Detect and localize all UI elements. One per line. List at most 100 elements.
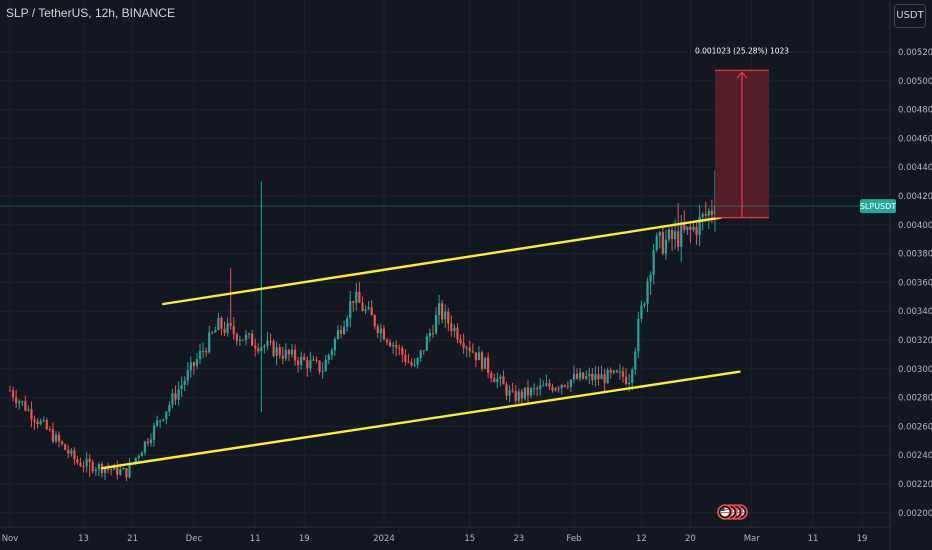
currency-button[interactable]: USDT [894,4,926,28]
candle-body [8,390,12,392]
candle-body [266,341,269,347]
candle-body [342,326,346,334]
candle-body [257,348,260,352]
candle-body [704,214,707,216]
time-tick-label: 15 [464,534,475,544]
candle-body [143,441,146,453]
economic-events[interactable] [717,504,748,520]
symbol-title[interactable]: SLP / TetherUS, 12h, BINANCE [6,6,175,20]
candle-body [572,373,576,380]
candle-body [637,318,640,352]
candle-body [125,468,128,478]
candle-body [465,347,468,349]
candle-body [358,291,361,303]
candle-body [251,333,254,346]
candle-body [110,469,113,471]
candle-body [450,323,453,332]
candle-body [281,355,284,359]
candle-body [569,379,572,387]
candle-body [444,311,447,320]
candle-body [205,350,208,353]
candle-body [496,378,499,383]
time-tick-label: 19 [857,534,868,544]
candle-body [290,349,294,355]
candle-body [235,334,238,342]
candle-body [468,347,471,352]
trendlines[interactable] [100,216,741,470]
time-axis[interactable]: Nov 13 21 Dec 11 19 2024 15 23 Feb 12 20 Mar 11 19 [2,534,868,544]
candle-body [557,388,560,390]
upper-channel-trendline[interactable] [162,216,723,306]
candle-body [474,352,477,361]
candle-body [327,354,330,360]
time-tick-label: 11 [808,534,819,544]
candle-body [428,332,432,337]
candle-body [223,328,226,333]
candle-body [542,385,545,387]
candle-body [425,336,428,351]
candle-body [545,383,548,386]
candle-body [392,344,395,347]
candle-body [39,420,42,424]
time-tick-label: Nov [2,534,19,544]
candle-body [140,452,143,457]
time-tick-label: 21 [127,534,138,544]
candle-body [263,346,266,348]
candle-body [330,350,333,355]
candle-body [54,434,58,442]
candle-body [272,341,275,357]
candle-body [116,465,119,475]
us-flag-event-icon[interactable] [717,504,733,520]
candle-body [21,401,24,403]
candle-body [490,372,493,379]
candle-body [533,388,536,390]
candle-body [624,376,628,384]
candle-body [241,339,245,341]
candle-body [134,457,137,463]
candle-body [453,327,456,332]
candle-body [57,434,61,442]
time-tick-label: Feb [566,534,581,544]
candle-body [42,420,45,422]
candle-body [376,326,379,333]
lower-channel-trendline[interactable] [100,370,741,470]
candle-body [615,370,618,373]
candle-body [658,232,661,236]
time-tick-label: 23 [513,534,524,544]
candle-body [628,383,631,385]
candle-body [211,332,214,334]
candle-body [560,384,563,389]
candle-body [361,302,364,311]
candle-body [220,317,223,329]
candle-body [321,371,324,373]
candle-body [416,358,419,365]
candle-body [631,369,634,384]
candle-body [30,409,33,420]
candle-body [674,231,677,239]
candle-body [447,311,450,324]
candle-body [689,226,692,230]
time-tick-label: 2024 [373,534,395,544]
candle-body [67,449,70,454]
measure-tool[interactable]: 0.001023 (25.28%) 1023 [695,46,789,219]
candle-body [434,315,438,334]
candle-body [247,333,251,335]
candle-body [431,332,435,334]
candle-body [634,351,637,370]
candle-body [370,307,373,316]
candle-body [686,226,689,230]
candle-body [404,354,407,362]
candle-body [483,357,487,370]
candle-body [33,419,36,422]
candle-body [324,359,327,372]
candle-body [707,210,710,216]
